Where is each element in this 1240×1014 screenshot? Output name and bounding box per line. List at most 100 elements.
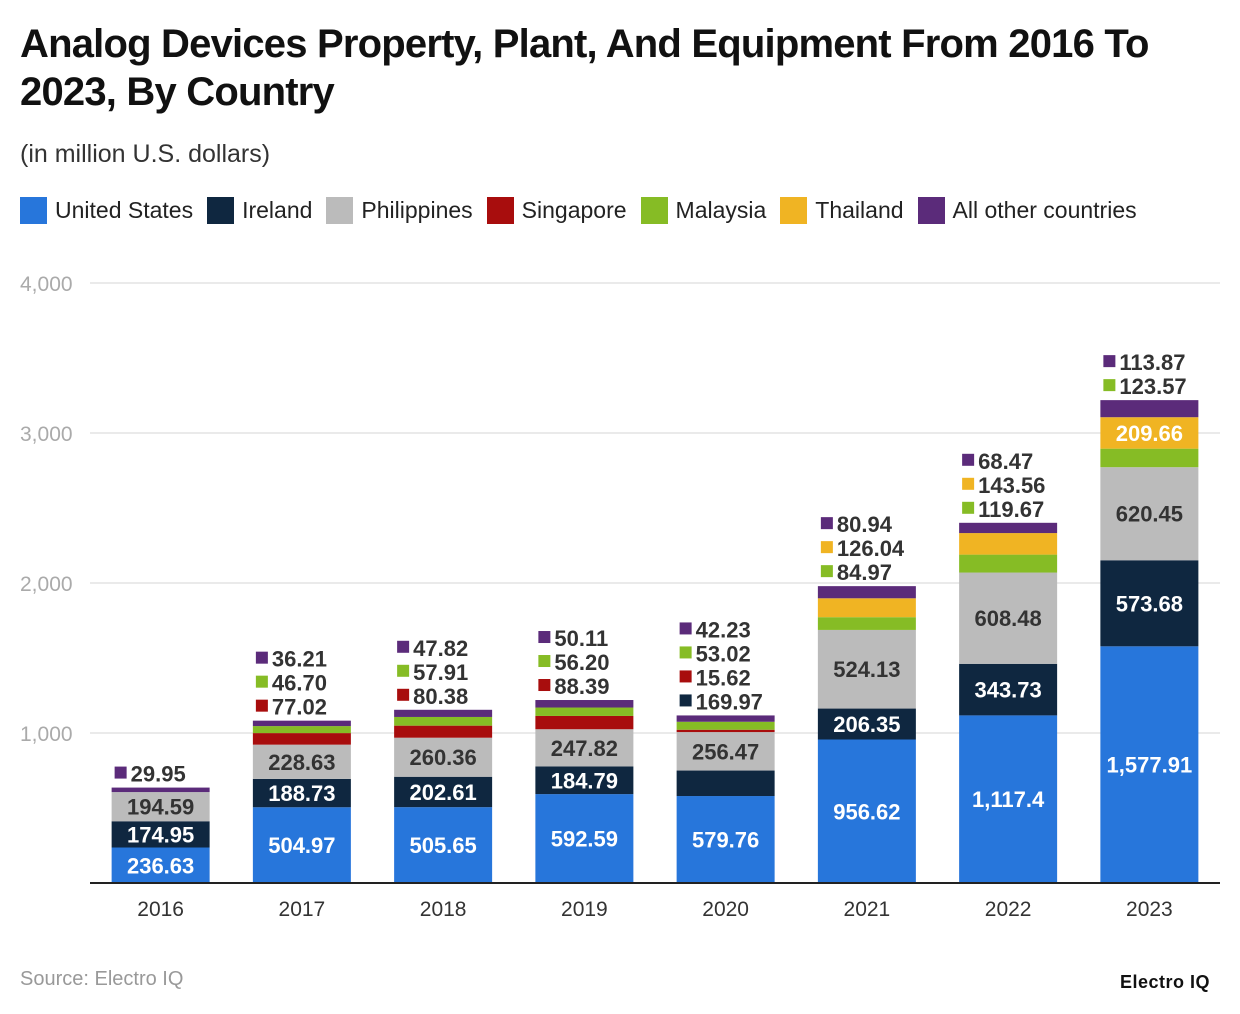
bar-segment [676, 732, 775, 771]
bar-segment [959, 533, 1058, 555]
chart-subtitle: (in million U.S. dollars) [20, 140, 271, 168]
bar-segment [1100, 467, 1199, 561]
bar-segment [1100, 448, 1199, 468]
bar-segment [817, 586, 916, 599]
legend-swatch [917, 197, 945, 224]
x-tick-label: 2017 [279, 898, 326, 921]
bar-segment [111, 847, 210, 883]
data-label-swatch [962, 477, 975, 490]
data-label: 343.73 [974, 678, 1041, 703]
bar-segment [252, 807, 351, 883]
bar-segment [535, 715, 634, 730]
data-label: 143.56 [978, 473, 1045, 498]
bar-segment [252, 744, 351, 779]
bar-segment [394, 776, 493, 808]
data-label-swatch [255, 699, 268, 712]
data-label-swatch [1103, 379, 1116, 392]
legend-label: Malaysia [675, 197, 767, 223]
data-label: 184.79 [551, 768, 618, 793]
data-label: 53.02 [696, 641, 751, 666]
legend-item: Singapore [486, 197, 627, 224]
bar-segment [959, 572, 1058, 664]
source-note: Source: Electro IQ [20, 968, 184, 990]
data-label: 47.82 [413, 636, 468, 661]
legend-label: Thailand [815, 197, 904, 223]
data-label-swatch [820, 517, 833, 530]
data-label: 88.39 [554, 674, 609, 699]
bar-segment [676, 721, 775, 730]
bar-segment [111, 821, 210, 848]
bar-segment [394, 725, 493, 738]
bar-segment [817, 739, 916, 883]
legend-swatch [640, 197, 668, 224]
bar-segment [1100, 560, 1199, 647]
bar-segment [394, 807, 493, 883]
x-tick-label: 2018 [420, 898, 467, 921]
data-label-swatch [397, 640, 410, 653]
data-label: 46.70 [272, 671, 327, 696]
data-label: 174.95 [127, 822, 194, 847]
legend-item: Ireland [207, 197, 312, 224]
data-label-swatch [397, 688, 410, 701]
bar-segment [252, 720, 351, 727]
bar-segment [535, 766, 634, 795]
data-label: 620.45 [1116, 502, 1183, 527]
data-label-swatch [679, 694, 692, 707]
legend-swatch [780, 197, 808, 224]
data-label: 68.47 [978, 449, 1033, 474]
x-tick-label: 2019 [561, 898, 608, 921]
bar-segment [959, 554, 1058, 573]
data-label: 956.62 [833, 799, 900, 824]
brand-logo: Electro IQ [1119, 972, 1210, 992]
legend-swatch [326, 197, 354, 224]
data-label-swatch [820, 565, 833, 578]
legend-label: Singapore [521, 197, 627, 223]
bar-segment [111, 787, 210, 793]
x-tick-label: 2020 [702, 898, 749, 921]
bar-segment [817, 617, 916, 630]
bar-segment [535, 729, 634, 767]
data-label: 113.87 [1119, 350, 1185, 375]
bar-segment [959, 522, 1058, 534]
data-label: 56.20 [554, 650, 609, 675]
bar-segment [676, 715, 775, 722]
bar-segment [394, 716, 493, 726]
x-tick-label: 2016 [137, 898, 184, 921]
data-label: 505.65 [409, 833, 476, 858]
data-label: 119.67 [978, 497, 1044, 522]
bar-segment [252, 733, 351, 745]
data-label: 592.59 [551, 827, 618, 852]
legend-label: All other countries [952, 197, 1137, 223]
data-label-swatch [962, 501, 975, 514]
chart-title: Analog Devices Property, Plant, And Equi… [20, 22, 1149, 114]
y-tick-label: 1,000 [20, 723, 73, 746]
legend-swatch [486, 197, 514, 224]
y-tick-label: 3,000 [20, 423, 73, 446]
legend-item: Philippines [326, 197, 473, 224]
bar-segment [1100, 400, 1199, 418]
data-label: 77.02 [272, 695, 327, 720]
data-label: 236.63 [127, 853, 194, 878]
legend-label: Ireland [242, 197, 313, 223]
data-label-swatch [114, 766, 127, 779]
data-label-swatch [679, 670, 692, 683]
bar-segment [817, 629, 916, 709]
data-label-swatch [679, 646, 692, 659]
x-tick-label: 2021 [844, 898, 891, 921]
data-label-swatch [538, 679, 551, 692]
legend-swatch [20, 197, 47, 224]
bar-segment [252, 726, 351, 734]
legend-item: Malaysia [640, 197, 767, 224]
legend-swatch [207, 197, 235, 224]
data-label: 126.04 [837, 536, 905, 561]
data-label: 608.48 [974, 606, 1041, 631]
bar-segment [676, 729, 775, 733]
data-label: 209.66 [1116, 421, 1183, 446]
data-label-swatch [820, 541, 833, 554]
data-label: 228.63 [268, 750, 335, 775]
legend: United States Ireland Philippines Singapore… [20, 197, 1137, 224]
data-label-swatch [962, 453, 975, 466]
bar-segment [959, 663, 1058, 716]
